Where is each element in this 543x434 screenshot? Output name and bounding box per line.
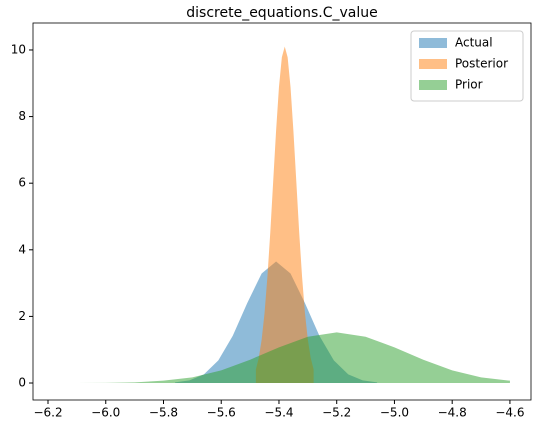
x-tick-label: −6.0: [91, 406, 120, 420]
legend-label: Actual: [455, 36, 493, 50]
chart-title: discrete_equations.C_value: [186, 5, 377, 21]
legend-swatch: [419, 38, 447, 48]
y-tick-label: 8: [18, 109, 26, 123]
area: [48, 332, 510, 384]
y-tick-label: 4: [18, 242, 26, 256]
x-tick-label: −4.8: [438, 406, 467, 420]
legend-label: Posterior: [455, 57, 508, 71]
plot-frame: [32, 22, 532, 401]
x-tick-label: −5.2: [322, 406, 351, 420]
x-tick-label: −4.6: [495, 406, 524, 420]
y-tick-label: 10: [11, 42, 26, 56]
legend-label: Prior: [455, 78, 483, 92]
x-tick-label: −6.2: [33, 406, 62, 420]
x-tick-label: −5.8: [149, 406, 178, 420]
y-tick-label: 0: [18, 376, 26, 390]
area: [255, 46, 314, 384]
x-tick-label: −5.4: [264, 406, 293, 420]
y-tick-label: 6: [18, 176, 26, 190]
x-tick-label: −5.0: [380, 406, 409, 420]
y-tick-label: 2: [18, 309, 26, 323]
x-tick-label: −5.6: [207, 406, 236, 420]
legend-swatch: [419, 59, 447, 69]
legend-swatch: [419, 80, 447, 90]
